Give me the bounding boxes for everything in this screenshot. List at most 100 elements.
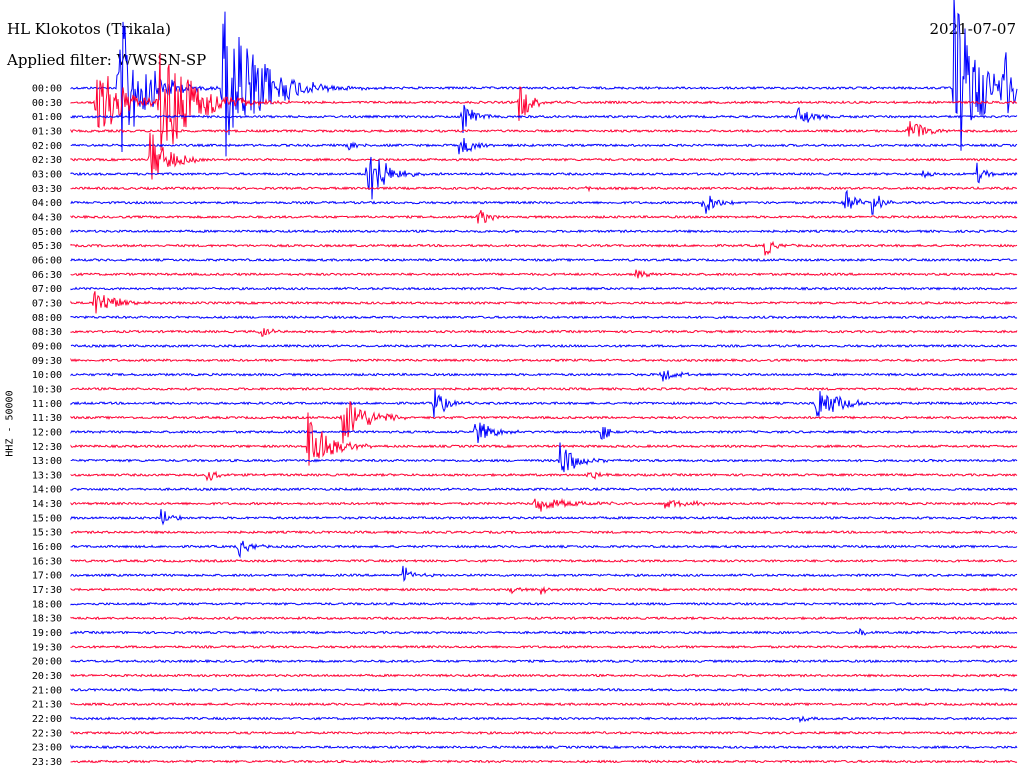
row-time-label: 16:30: [32, 556, 62, 567]
row-time-label: 08:30: [32, 327, 62, 338]
row-time-label: 04:00: [32, 198, 62, 209]
row-time-label: 12:00: [32, 427, 62, 438]
trace-row: [70, 744, 1018, 750]
row-time-label: 14:30: [32, 499, 62, 510]
trace-row: [70, 401, 1018, 444]
row-time-label: 02:00: [32, 141, 62, 152]
row-time-label: 05:30: [32, 241, 62, 252]
row-time-label: 17:30: [32, 585, 62, 596]
row-time-label: 10:30: [32, 384, 62, 395]
trace-row: [70, 209, 1018, 224]
trace-row: [70, 565, 1018, 582]
row-time-label: 00:00: [32, 84, 62, 95]
row-time-label: 19:00: [32, 628, 62, 639]
trace-row: [70, 185, 1018, 193]
trace-row: [70, 291, 1018, 314]
trace-row: [70, 585, 1018, 595]
trace-row: [70, 615, 1018, 621]
row-time-label: 15:00: [32, 513, 62, 524]
trace-row: [70, 486, 1018, 492]
filter-label: Applied filter: WWSSN-SP: [7, 51, 207, 69]
trace-row: [70, 138, 1018, 155]
trace-row: [70, 442, 1018, 473]
row-time-label: 13:00: [32, 456, 62, 467]
trace-row: [70, 702, 1018, 707]
trace-row: [70, 315, 1018, 320]
trace-row: [70, 715, 1018, 724]
trace-row: [70, 257, 1018, 263]
row-time-label: 04:30: [32, 212, 62, 223]
row-time-label: 13:30: [32, 470, 62, 481]
date-label: 2021-07-07: [929, 20, 1016, 38]
row-time-label: 01:30: [32, 126, 62, 137]
row-time-label: 05:00: [32, 227, 62, 238]
row-time-label: 10:00: [32, 370, 62, 381]
row-time-label: 07:30: [32, 298, 62, 309]
row-time-label: 23:30: [32, 757, 62, 768]
row-time-label: 11:00: [32, 399, 62, 410]
trace-row: [70, 357, 1018, 363]
row-time-label: 18:00: [32, 599, 62, 610]
row-time-label: 16:00: [32, 542, 62, 553]
trace-row: [70, 412, 1018, 466]
trace-row: [70, 558, 1018, 564]
row-time-label: 14:00: [32, 485, 62, 496]
trace-row: [70, 759, 1018, 764]
trace-row: [70, 497, 1018, 512]
trace-row: [70, 540, 1018, 559]
row-time-label: 19:30: [32, 642, 62, 653]
row-time-label: 08:00: [32, 313, 62, 324]
row-time-label: 23:00: [32, 743, 62, 754]
trace-row: [70, 470, 1018, 482]
row-time-label: 22:30: [32, 728, 62, 739]
trace-row: [70, 229, 1018, 234]
trace-row: [70, 104, 1018, 133]
row-time-label: 20:00: [32, 657, 62, 668]
row-time-label: 21:00: [32, 685, 62, 696]
trace-row: [70, 53, 1018, 151]
trace-row: [70, 509, 1018, 526]
row-time-label: 03:30: [32, 184, 62, 195]
trace-row: [70, 121, 1018, 137]
row-time-label: 15:30: [32, 528, 62, 539]
trace-row: [70, 530, 1018, 535]
trace-row: [70, 189, 1018, 215]
row-time-label: 17:00: [32, 571, 62, 582]
row-label-group: 00:00 00:30 01:00 01:30 02:00 02:30 03:00 03:30…: [32, 84, 62, 769]
row-time-label: 07:00: [32, 284, 62, 295]
row-time-label: 12:30: [32, 442, 62, 453]
trace-row: [70, 269, 1018, 279]
trace-row: [70, 601, 1018, 607]
trace-row: [70, 730, 1018, 735]
trace-row: [70, 389, 1018, 418]
trace-row: [70, 627, 1018, 636]
station-title: HL Klokotos (Trikala): [7, 20, 171, 38]
row-time-label: 01:00: [32, 112, 62, 123]
trace-row: [70, 422, 1018, 443]
trace-row: [70, 370, 1018, 382]
row-time-label: 21:30: [32, 700, 62, 711]
trace-row: [70, 0, 1018, 157]
trace-row: [70, 240, 1018, 256]
row-time-label: 11:30: [32, 413, 62, 424]
trace-group: [70, 0, 1018, 764]
trace-row: [70, 343, 1018, 348]
trace-row: [70, 673, 1018, 678]
trace-row: [70, 386, 1018, 392]
row-time-label: 06:00: [32, 255, 62, 266]
row-time-label: 22:00: [32, 714, 62, 725]
row-time-label: 09:00: [32, 341, 62, 352]
row-time-label: 02:30: [32, 155, 62, 166]
trace-row: [70, 132, 1018, 180]
trace-row: [70, 328, 1018, 337]
trace-row: [70, 156, 1018, 200]
row-time-label: 09:30: [32, 356, 62, 367]
trace-row: [70, 659, 1018, 664]
trace-row: [70, 687, 1018, 692]
row-time-label: 00:30: [32, 98, 62, 109]
row-time-label: 06:30: [32, 270, 62, 281]
trace-row: [70, 286, 1018, 291]
row-time-label: 20:30: [32, 671, 62, 682]
row-time-label: 18:30: [32, 614, 62, 625]
row-time-label: 03:00: [32, 169, 62, 180]
